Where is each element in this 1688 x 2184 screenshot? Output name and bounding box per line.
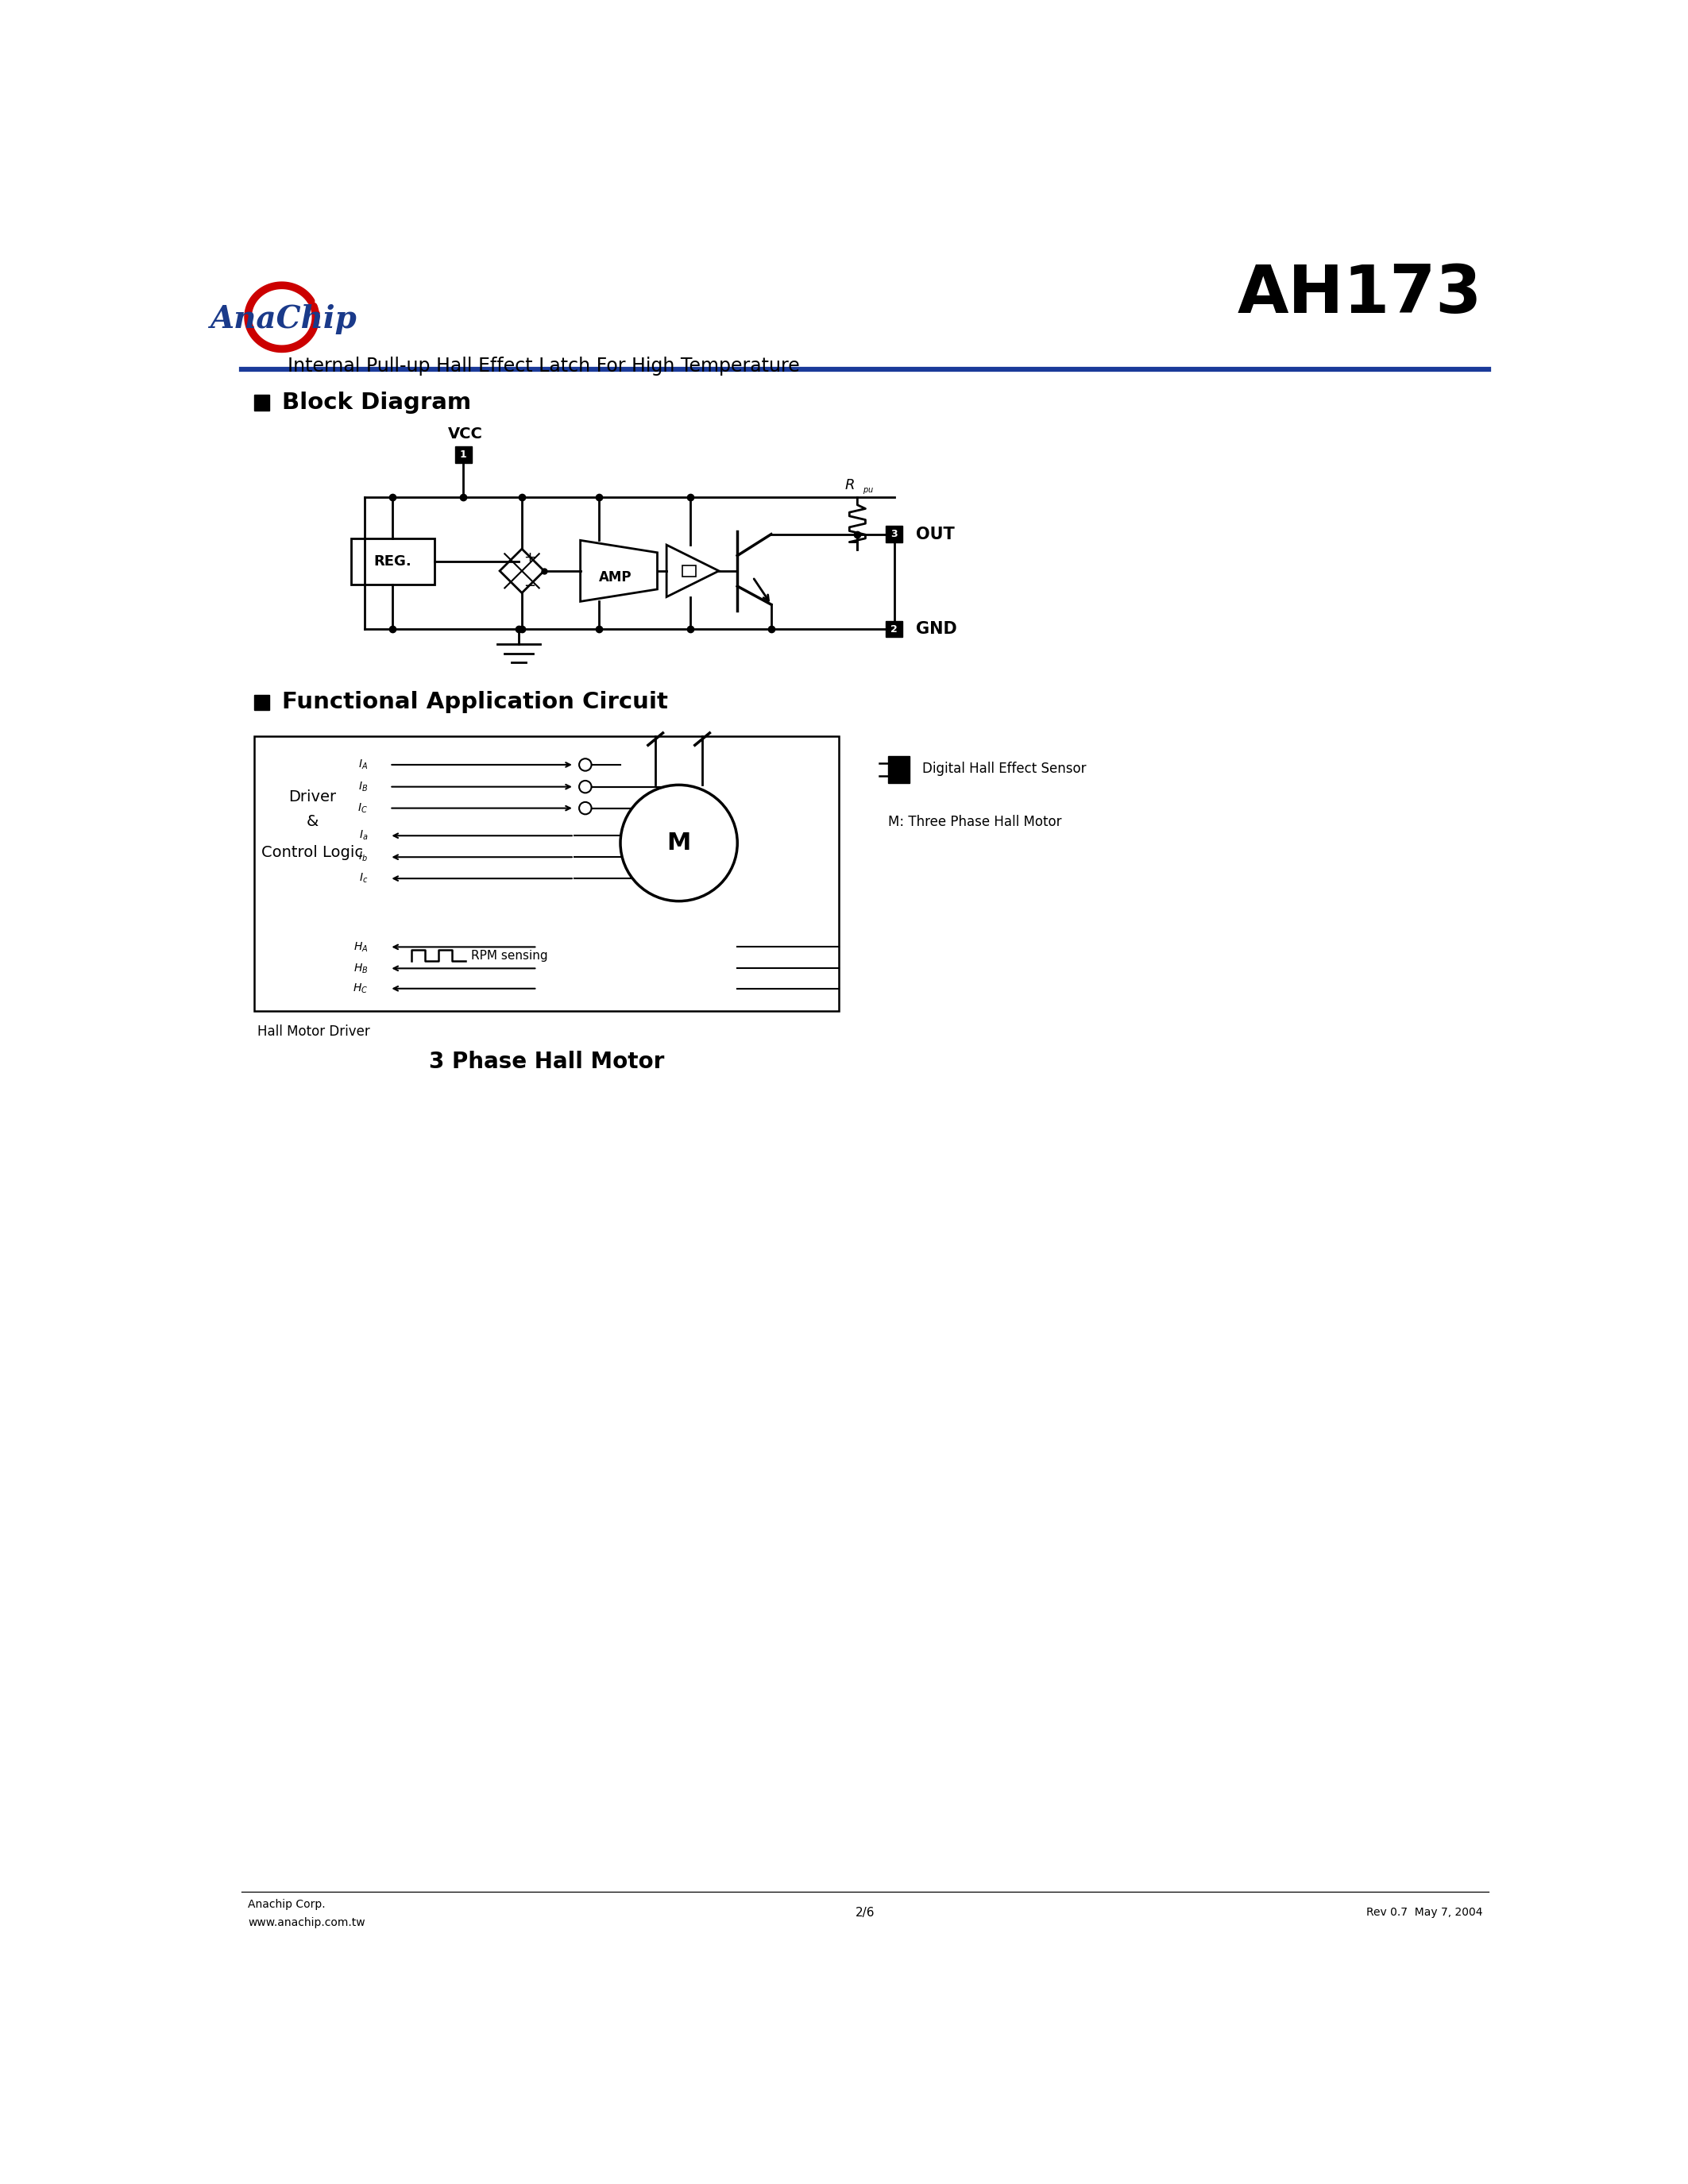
Bar [682, 566, 695, 577]
Text: Hall Motor Driver: Hall Motor Driver [257, 1024, 370, 1040]
Text: RPM sensing: RPM sensing [471, 950, 549, 961]
Text: AnaChip: AnaChip [209, 304, 356, 334]
Polygon shape [581, 539, 657, 601]
Text: www.anachip.com.tw: www.anachip.com.tw [248, 1918, 365, 1928]
Text: Driver: Driver [289, 791, 336, 804]
Polygon shape [667, 546, 719, 596]
Text: &: & [307, 815, 319, 830]
Bar [888, 756, 910, 784]
Text: $I_a$: $I_a$ [360, 830, 368, 843]
Text: Digital Hall Effect Sensor: Digital Hall Effect Sensor [922, 762, 1085, 775]
Text: 3 Phase Hall Motor: 3 Phase Hall Motor [429, 1051, 665, 1072]
Text: AH173: AH173 [1237, 262, 1482, 325]
Text: $R$: $R$ [844, 478, 854, 494]
Bar [255, 736, 839, 1011]
Text: $I_c$: $I_c$ [360, 871, 368, 885]
Text: $H_B$: $H_B$ [353, 961, 368, 974]
Text: $I_B$: $I_B$ [358, 780, 368, 793]
Polygon shape [500, 548, 544, 592]
Text: VCC: VCC [447, 426, 483, 441]
Text: Functional Application Circuit: Functional Application Circuit [282, 692, 668, 714]
Text: Block Diagram: Block Diagram [282, 391, 471, 413]
Text: $I_A$: $I_A$ [358, 758, 368, 771]
Bar [886, 526, 903, 542]
Text: Anachip Corp.: Anachip Corp. [248, 1900, 326, 1911]
Circle shape [579, 802, 591, 815]
Text: REG.: REG. [373, 555, 412, 568]
Text: $_{pu}$: $_{pu}$ [863, 485, 873, 496]
Bar [456, 446, 471, 463]
Text: 2: 2 [891, 625, 898, 633]
Text: Control Logic: Control Logic [262, 845, 363, 860]
Text: $H_C$: $H_C$ [353, 983, 368, 996]
Text: $I_C$: $I_C$ [358, 802, 368, 815]
Text: AMP: AMP [599, 570, 631, 583]
Bar [886, 620, 903, 638]
Text: GND: GND [917, 620, 957, 638]
Text: M: M [667, 832, 690, 854]
Circle shape [579, 780, 591, 793]
Circle shape [579, 758, 591, 771]
Circle shape [621, 784, 738, 902]
Text: Rev 0.7  May 7, 2004: Rev 0.7 May 7, 2004 [1366, 1907, 1482, 1918]
Text: Internal Pull-up Hall Effect Latch For High Temperature: Internal Pull-up Hall Effect Latch For H… [289, 356, 800, 376]
Text: OUT: OUT [917, 526, 955, 542]
Bar [351, 539, 434, 585]
Text: $H_A$: $H_A$ [353, 941, 368, 954]
Bar [255, 695, 270, 710]
Text: 1: 1 [459, 450, 468, 459]
Text: $I_b$: $I_b$ [358, 850, 368, 863]
Text: 2/6: 2/6 [856, 1907, 874, 1920]
Text: 3: 3 [891, 529, 898, 539]
Text: −: − [523, 579, 535, 594]
Text: +: + [523, 550, 535, 566]
Bar [255, 395, 270, 411]
Text: M: Three Phase Hall Motor: M: Three Phase Hall Motor [888, 815, 1062, 828]
